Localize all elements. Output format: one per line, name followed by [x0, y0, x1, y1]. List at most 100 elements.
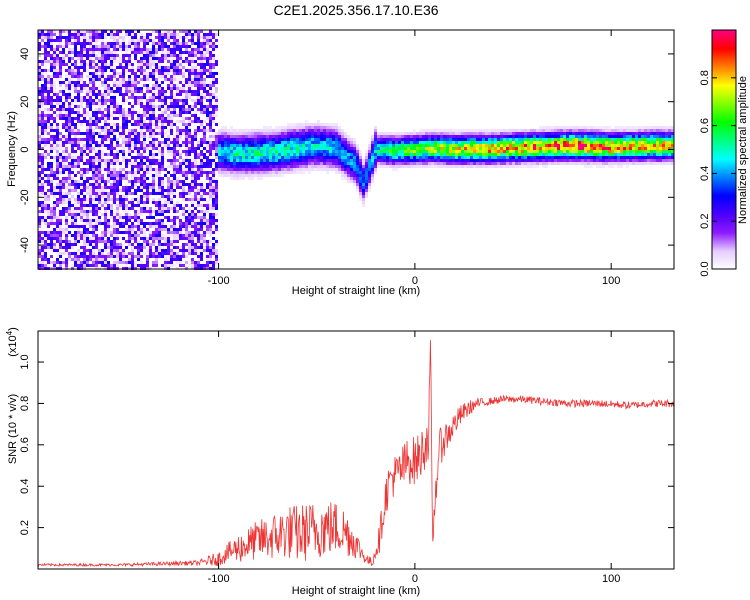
spectrogram-cell — [56, 144, 59, 147]
spectrogram-cell — [170, 99, 173, 102]
spectrogram-cell — [296, 150, 299, 153]
spectrogram-cell — [356, 174, 359, 177]
spectrogram-cell — [170, 189, 173, 192]
spectrogram-cell — [167, 144, 170, 147]
spectrogram-cell — [398, 159, 401, 162]
spectrogram-cell — [374, 126, 377, 129]
spectrogram-cell — [80, 255, 83, 258]
spectrogram-cell — [77, 156, 80, 159]
spectrogram-cell — [38, 102, 41, 105]
spectrogram-cell — [212, 231, 215, 234]
spectrogram-cell — [92, 51, 95, 54]
spectrogram-cell — [98, 264, 101, 267]
spectrogram-cell — [200, 240, 203, 243]
spectrogram-cell — [62, 144, 65, 147]
spectrogram-cell — [137, 156, 140, 159]
spectrogram-cell — [311, 168, 314, 171]
spectrogram-cell — [374, 159, 377, 162]
spectrogram-cell — [110, 147, 113, 150]
spectrogram-cell — [62, 57, 65, 60]
spectrogram-cell — [53, 99, 56, 102]
spectrogram-cell — [185, 165, 188, 168]
spectrogram-cell — [314, 135, 317, 138]
spectrogram-cell — [332, 135, 335, 138]
spectrogram-cell — [89, 105, 92, 108]
spectrogram-cell — [179, 138, 182, 141]
spectrogram-cell — [164, 126, 167, 129]
spectrogram-cell — [191, 48, 194, 51]
spectrogram-cell — [407, 147, 410, 150]
spectrogram-cell — [59, 153, 62, 156]
spectrogram-cell — [146, 210, 149, 213]
spectrogram-cell — [38, 231, 41, 234]
spectrogram-cell — [56, 171, 59, 174]
spectrogram-cell — [173, 36, 176, 39]
spectrogram-cell — [329, 150, 332, 153]
spectrogram-cell — [71, 225, 74, 228]
spectrogram-cell — [92, 165, 95, 168]
spectrogram-cell — [359, 156, 362, 159]
spectrogram-cell — [110, 96, 113, 99]
spectrogram-cell — [59, 60, 62, 63]
spectrogram-cell — [152, 243, 155, 246]
spectrogram-cell — [194, 198, 197, 201]
spectrogram-cell — [152, 261, 155, 264]
spectrogram-cell — [176, 105, 179, 108]
spectrogram-cell — [185, 93, 188, 96]
spectrogram-cell — [407, 153, 410, 156]
spectrogram-cell — [158, 120, 161, 123]
spectrogram-cell — [137, 195, 140, 198]
spectrogram-cell — [92, 228, 95, 231]
spectrogram-cell — [464, 147, 467, 150]
spectrogram-cell — [119, 57, 122, 60]
spectrogram-cell — [341, 150, 344, 153]
spectrogram-cell — [146, 156, 149, 159]
spectrogram-cell — [98, 165, 101, 168]
spectrogram-cell — [416, 141, 419, 144]
spectrogram-cell — [422, 159, 425, 162]
spectrogram-cell — [125, 54, 128, 57]
spectrogram-cell — [419, 165, 422, 168]
spectrogram-cell — [140, 159, 143, 162]
spectrogram-cell — [104, 33, 107, 36]
spectrogram-cell — [173, 30, 176, 33]
spectrogram-cell — [140, 120, 143, 123]
spectrogram-cell — [239, 174, 242, 177]
spectrogram-cell — [176, 246, 179, 249]
spectrogram-cell — [167, 189, 170, 192]
spectrogram-cell — [236, 147, 239, 150]
spectrogram-cell — [47, 162, 50, 165]
spectrogram-cell — [479, 150, 482, 153]
spectrogram-cell — [134, 216, 137, 219]
spectrogram-cell — [416, 132, 419, 135]
spectrogram-cell — [491, 156, 494, 159]
spectrogram-cell — [41, 165, 44, 168]
spectrogram-cell — [149, 33, 152, 36]
spectrogram-cell — [44, 204, 47, 207]
spectrogram-cell — [89, 201, 92, 204]
spectrogram-cell — [257, 171, 260, 174]
spectrogram-cell — [353, 162, 356, 165]
spectrogram-cell — [77, 165, 80, 168]
spectrogram-cell — [143, 195, 146, 198]
spectrogram-cell — [209, 105, 212, 108]
spectrogram-cell — [257, 165, 260, 168]
spectrogram-cell — [272, 144, 275, 147]
spectrogram-cell — [188, 39, 191, 42]
spectrogram-cell — [119, 81, 122, 84]
spectrogram-cell — [137, 198, 140, 201]
spectrogram-cell — [185, 30, 188, 33]
spectrogram-cell — [65, 75, 68, 78]
spectrogram-cell — [53, 246, 56, 249]
spectrogram-cell — [188, 162, 191, 165]
spectrogram-cell — [86, 111, 89, 114]
spectrogram-cell — [335, 141, 338, 144]
spectrogram-cell — [95, 132, 98, 135]
spectrogram-cell — [344, 138, 347, 141]
spectrogram-cell — [41, 162, 44, 165]
spectrogram-cell — [173, 72, 176, 75]
spectrogram-cell — [215, 240, 218, 243]
spectrogram-cell — [56, 123, 59, 126]
spectrogram-cell — [155, 30, 158, 33]
spectrogram-cell — [71, 213, 74, 216]
